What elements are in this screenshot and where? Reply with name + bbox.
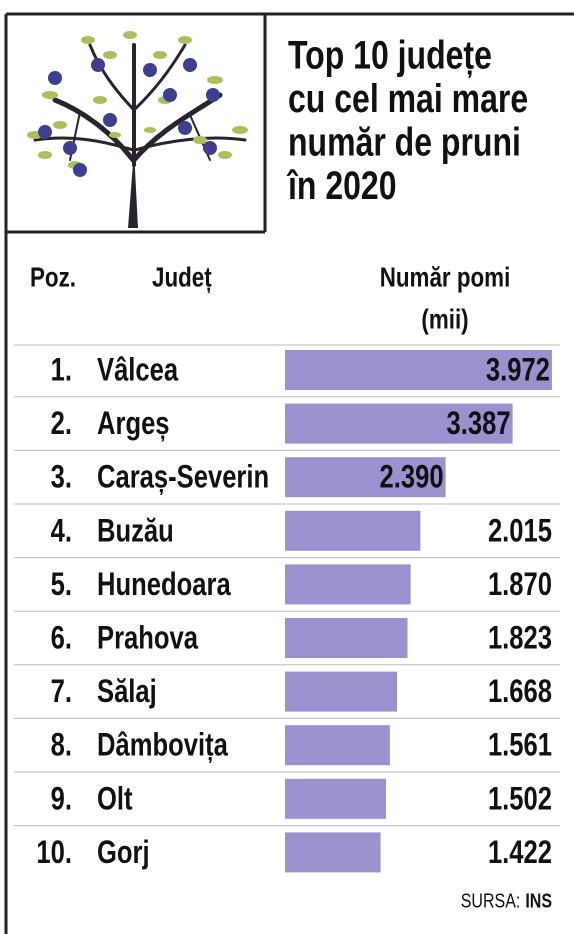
category-label: Dâmbovița [97,728,229,763]
value-label: 1.502 [488,782,552,817]
bar [285,618,408,658]
position: 5. [51,567,72,602]
bar [285,350,552,390]
category-label: Olt [97,782,133,817]
title-line: cu cel mai mare [288,76,528,121]
header-value: Număr pomi [380,262,511,293]
position: 9. [51,782,72,817]
category-label: Caraș-Severin [97,460,269,495]
position: 7. [51,674,72,709]
category-label: Gorj [97,835,150,870]
value-label: 2.015 [488,514,552,549]
position: 3. [51,460,72,495]
value-label: 2.390 [380,460,444,495]
category-label: Buzău [97,514,174,549]
value-label: 3.387 [447,406,511,441]
position: 6. [51,621,72,656]
category-label: Argeș [97,406,170,441]
category-label: Hunedoara [97,567,231,602]
header-value: (mii) [421,304,468,335]
position: 10. [36,835,72,870]
source-name: INS [525,890,552,912]
bar [285,671,398,712]
value-label: 1.870 [488,567,552,602]
category-label: Sălaj [97,674,157,709]
bar [285,510,421,551]
title-line: Top 10 județe [288,32,492,78]
value-label: 1.668 [488,674,552,709]
bar [285,778,386,819]
value-label: 3.972 [486,353,550,388]
bar [285,457,446,498]
header-category: Județ [152,262,212,293]
title-line: număr de pruni [288,119,521,164]
position: 4. [51,514,72,549]
value-label: 1.561 [488,728,552,763]
value-label: 1.422 [488,835,552,870]
bar [285,403,513,444]
bar [285,832,381,873]
position: 8. [51,728,72,763]
position: 1. [51,353,72,388]
bar [285,725,390,766]
position: 2. [51,406,72,441]
source-label: SURSA: [461,890,521,912]
category-label: Vâlcea [97,353,179,388]
category-label: Prahova [97,621,199,656]
header-position: Poz. [30,262,76,293]
tree-illustration [27,31,248,228]
title-line: în 2020 [286,163,396,208]
bar [285,564,411,605]
value-label: 1.823 [488,621,552,656]
